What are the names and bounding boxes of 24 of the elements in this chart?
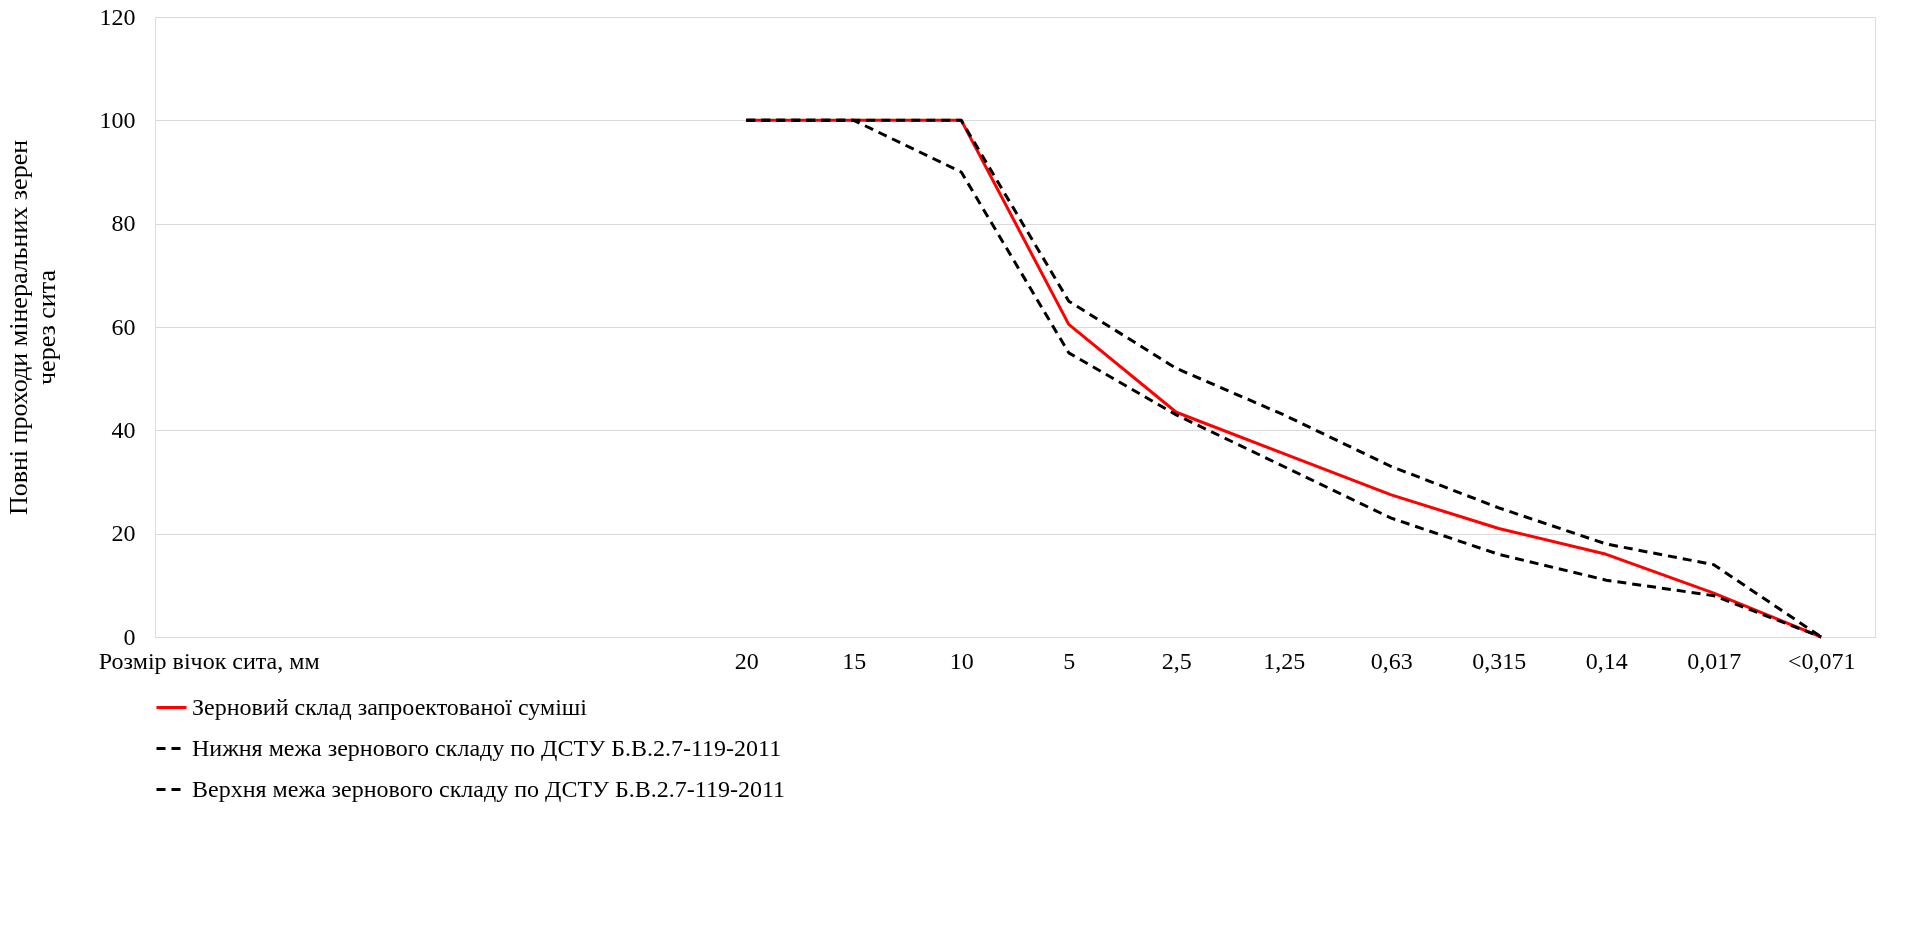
x-tick-label: 0,63	[1370, 647, 1413, 674]
legend-label: Верхня межа зернового складу по ДСТУ Б.В.2.7-119-2011	[192, 775, 786, 802]
y-tick-label: 40	[111, 416, 136, 443]
x-tick-label: 5	[1063, 647, 1076, 674]
y-tick-label: 80	[111, 210, 136, 237]
legend-label: Нижня межа зернового складу по ДСТУ Б.В.2.7-119-2011	[192, 734, 782, 761]
y-tick-label: 20	[111, 520, 136, 547]
x-tick-label: <0,071	[1787, 647, 1856, 674]
x-tick-label: 15	[842, 647, 867, 674]
text: через сита	[31, 270, 61, 385]
x-tick-label: 20	[734, 647, 759, 674]
y-tick-label: 0	[123, 623, 136, 650]
x-tick-label: 0,017	[1687, 647, 1742, 674]
x-tick-label: 0,315	[1472, 647, 1527, 674]
legend-label: Зерновий склад запроектованої суміші	[192, 693, 588, 720]
y-tick-label: 60	[111, 313, 136, 340]
text: Повні проходи мінеральних зерен	[3, 139, 33, 516]
y-tick-label: 120	[99, 3, 136, 30]
x-tick-label: 2,5	[1161, 647, 1192, 674]
x-tick-label: 0,14	[1585, 647, 1628, 674]
x-tick-label: Розмір вічок сита, мм	[98, 647, 320, 674]
y-tick-label: 100	[99, 106, 136, 133]
x-tick-label: 1,25	[1263, 647, 1306, 674]
x-tick-label: 10	[949, 647, 974, 674]
